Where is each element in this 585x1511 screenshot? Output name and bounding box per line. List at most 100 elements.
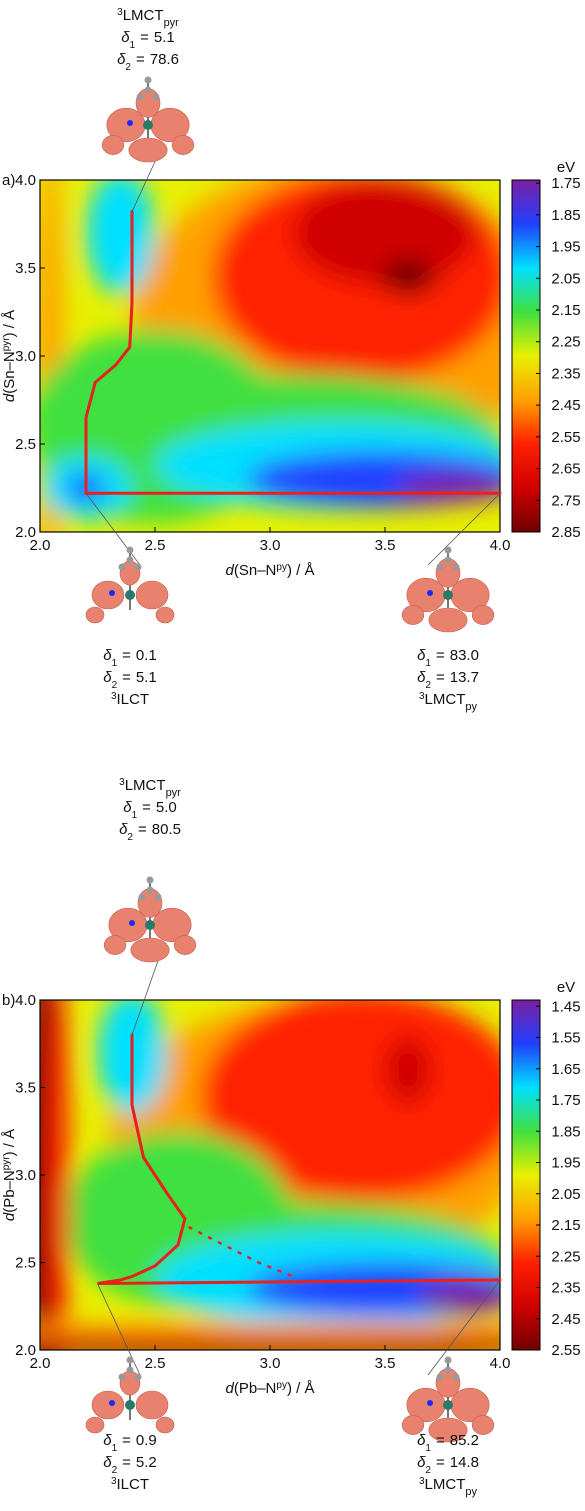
panel-label: b) <box>2 992 15 1009</box>
panel-label: a) <box>2 172 15 189</box>
y-tick-label: 2.5 <box>15 436 36 453</box>
colorbar-tick-label: 1.85 <box>551 1123 580 1140</box>
delta-value: 13.7 <box>450 669 479 686</box>
orbital-lobe <box>128 137 168 163</box>
label-part: ) / Å <box>287 1380 315 1397</box>
y-tick-label: 4.0 <box>15 172 36 189</box>
x-tick-label: 2.5 <box>145 1355 166 1372</box>
colorbar <box>511 179 541 533</box>
leader-line <box>131 954 161 1036</box>
atom <box>118 1373 126 1381</box>
state: ILCT <box>117 1476 150 1493</box>
y-tick-label: 2.0 <box>15 1342 36 1359</box>
colorbar-tick-label: 1.75 <box>551 175 580 192</box>
label-part: ) / Å <box>1 310 18 338</box>
label-part: py <box>276 562 287 573</box>
colorbar-tick-label: 1.95 <box>551 1155 580 1172</box>
label-part: d <box>1 393 18 402</box>
y-tick-label: 3.5 <box>15 260 36 277</box>
atom <box>444 556 452 564</box>
delta-index: 1 <box>425 1443 431 1454</box>
label-part: d <box>226 562 235 579</box>
multiplicity: 3 <box>119 777 125 788</box>
atom <box>129 920 135 926</box>
label-part: (Sn–N <box>1 351 18 394</box>
state-label: 3LMCTpyr <box>119 777 181 800</box>
state-subscript: pyr <box>164 17 180 29</box>
delta-symbol: δ <box>417 1454 426 1471</box>
equals: = <box>436 669 445 686</box>
atom <box>152 93 160 101</box>
atom <box>145 920 155 930</box>
x-tick-label: 3.0 <box>260 1355 281 1372</box>
colorbar-tick-label: 2.25 <box>551 334 580 351</box>
delta-value: 5.1 <box>136 669 157 686</box>
y-tick-label: 4.0 <box>15 992 36 1009</box>
delta-symbol: δ <box>119 821 128 838</box>
multiplicity: 3 <box>419 691 425 702</box>
orbital-lobe <box>471 605 495 625</box>
state: LMCT <box>125 777 166 794</box>
atom <box>146 886 154 894</box>
delta-value: 83.0 <box>450 647 479 664</box>
delta-label: δ1 = 5.1 <box>121 29 175 51</box>
multiplicity: 3 <box>419 1476 425 1487</box>
equals: = <box>436 1454 445 1471</box>
delta-label: δ2 = 5.2 <box>103 1454 157 1476</box>
colorbar-tick-label: 1.55 <box>551 1030 580 1047</box>
atom <box>443 1400 453 1410</box>
delta-label: δ1 = 85.2 <box>417 1432 479 1454</box>
atom <box>126 546 134 554</box>
multiplicity: 3 <box>117 7 123 18</box>
colorbar-tick-label: 2.55 <box>551 1342 580 1359</box>
atom <box>126 1366 134 1374</box>
equals: = <box>436 1432 445 1449</box>
state: LMCT <box>425 691 466 708</box>
delta-symbol: δ <box>103 647 112 664</box>
delta-value: 0.9 <box>136 1432 157 1449</box>
label-part: pyr <box>1 337 12 352</box>
orbital-lobe <box>171 135 195 155</box>
delta-symbol: δ <box>103 1432 112 1449</box>
delta-label: δ1 = 83.0 <box>417 647 479 669</box>
atom <box>144 76 152 84</box>
delta-symbol: δ <box>117 51 126 68</box>
colorbar-tick-label: 2.65 <box>551 461 580 478</box>
state-subscript: pyr <box>166 787 182 799</box>
atom <box>146 876 154 884</box>
atom <box>125 1400 135 1410</box>
delta-index: 2 <box>127 832 133 843</box>
colorbar-tick-label: 2.35 <box>551 365 580 382</box>
label-part: (Pb–N <box>1 1170 18 1213</box>
equals: = <box>140 29 149 46</box>
colorbar-tick-label: 1.75 <box>551 1092 580 1109</box>
colorbar-tick-label: 2.45 <box>551 1311 580 1328</box>
leader-line <box>427 492 501 566</box>
molecule <box>101 76 195 163</box>
state: LMCT <box>123 7 164 24</box>
orbital-lobe <box>401 1415 425 1435</box>
multiplicity: 3 <box>111 1476 117 1487</box>
equals: = <box>122 1432 131 1449</box>
dotted-path <box>188 1226 295 1278</box>
delta-index: 1 <box>130 40 136 51</box>
path <box>84 210 502 495</box>
delta-label: δ2 = 78.6 <box>117 51 179 73</box>
orbital-lobe <box>85 1416 105 1434</box>
field-region <box>380 259 436 295</box>
orbital-lobe <box>155 606 175 624</box>
state-label: 3LMCTpyr <box>117 7 179 30</box>
field-region <box>46 1000 70 1350</box>
colorbar-unit: eV <box>557 159 575 176</box>
delta-index: 1 <box>425 658 431 669</box>
x-tick-label: 2.0 <box>30 1355 51 1372</box>
equals: = <box>138 821 147 838</box>
atom <box>127 120 133 126</box>
y-tick-label: 2.5 <box>15 1255 36 1272</box>
delta-label: δ1 = 0.1 <box>103 647 157 669</box>
equals: = <box>122 647 131 664</box>
x-tick-label: 3.0 <box>260 537 281 554</box>
x-tick-label: 4.0 <box>490 537 511 554</box>
colorbar-tick-label: 2.45 <box>551 397 580 414</box>
colorbar-unit: eV <box>557 979 575 996</box>
